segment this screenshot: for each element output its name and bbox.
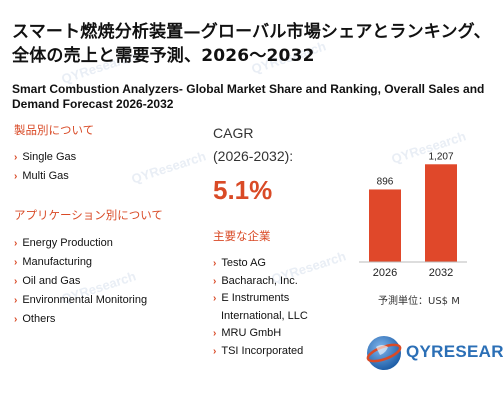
cagr-period: (2026-2032): — [213, 148, 294, 164]
chevron-right-icon: › — [14, 257, 18, 268]
bar-2026 — [369, 189, 401, 262]
applications-list: › Energy Production › Manufacturing › Oil a… — [14, 234, 147, 329]
chevron-right-icon: › — [213, 293, 217, 304]
x-tick-label: 2026 — [373, 267, 397, 279]
cagr-label: CAGR — [213, 125, 254, 141]
chevron-right-icon: › — [14, 276, 18, 287]
logo-text: QYRESEARCH — [406, 342, 503, 361]
chevron-right-icon: › — [14, 295, 18, 306]
list-item: › Single Gas — [14, 151, 77, 163]
x-tick-label: 2032 — [429, 267, 453, 279]
chevron-right-icon: › — [213, 275, 217, 287]
chevron-right-icon: › — [14, 152, 18, 163]
globe-icon — [366, 336, 402, 370]
unit-label: 予測単位：US$ M — [378, 296, 460, 307]
products-list: › Single Gas › Multi Gas — [14, 148, 76, 186]
chevron-right-icon: › — [14, 171, 18, 182]
bar-2032 — [425, 164, 457, 262]
page-subtitle: Smart Combustion Analyzers- Global Marke… — [12, 82, 485, 111]
list-item: › Multi Gas — [14, 170, 69, 182]
list-item: › Energy Production — [14, 237, 113, 249]
market-bar-chart: 896 2026 1,207 2032 — [359, 151, 467, 279]
chevron-right-icon: › — [213, 258, 217, 269]
list-item: › Others — [14, 313, 56, 325]
list-item: › E Instruments — [213, 292, 290, 304]
data-label: 896 — [377, 176, 394, 187]
chevron-right-icon: › — [213, 328, 217, 339]
list-item: › MRU GmbH — [213, 327, 282, 339]
list-item: › TSI Incorporated — [213, 344, 304, 357]
list-item: › Oil and Gas — [14, 275, 81, 287]
chevron-right-icon: › — [213, 345, 217, 357]
qyresearch-logo: QYRESEARCH — [364, 331, 503, 375]
companies-list: › Testo AG › Bacharach, Inc. › E Instrument… — [213, 255, 308, 360]
cagr-value: 5.1% — [213, 175, 273, 205]
data-label: 1,207 — [428, 151, 453, 162]
applications-heading: アプリケーション別について — [14, 208, 163, 222]
list-item: › Manufacturing — [14, 256, 93, 268]
list-item: › Bacharach, Inc. — [213, 274, 298, 287]
list-item: › Environmental Monitoring — [14, 294, 148, 306]
chevron-right-icon: › — [14, 314, 18, 325]
chevron-right-icon: › — [14, 238, 18, 249]
list-item-continuation: International, LLC — [221, 309, 308, 322]
products-heading: 製品別について — [14, 123, 95, 137]
companies-heading: 主要な企業 — [213, 229, 271, 243]
page-title: スマート燃焼分析装置—グローバル市場シェアとランキング、全体の売上と需要予測、2… — [12, 22, 491, 66]
list-item: › Testo AG — [213, 257, 266, 269]
watermark: QYResearch — [129, 148, 208, 187]
